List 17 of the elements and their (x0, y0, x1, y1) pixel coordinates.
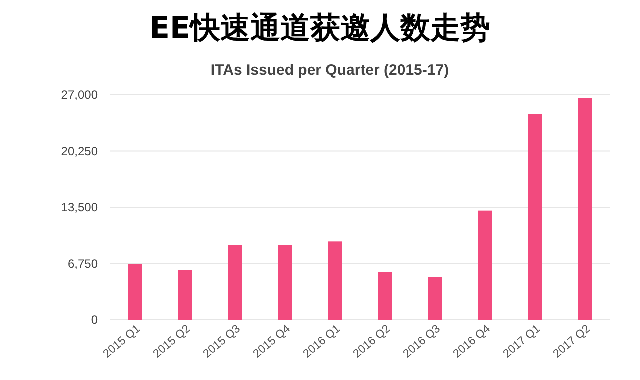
bar (328, 242, 342, 320)
chart-subtitle: ITAs Issued per Quarter (2015-17) (210, 62, 450, 79)
bar (178, 270, 192, 320)
y-tick-label: 13,500 (61, 200, 98, 215)
y-tick-label: 0 (91, 313, 98, 328)
bar (478, 210, 492, 320)
bar (128, 264, 142, 320)
bar (278, 245, 292, 320)
y-tick-label: 20,250 (61, 144, 98, 158)
y-tick-label: 27,000 (61, 88, 98, 102)
bar (428, 277, 442, 320)
bar (378, 272, 392, 320)
bar (528, 114, 542, 320)
chart-title: EE快速通道获邀人数走势 (150, 11, 490, 46)
y-tick-label: 6,750 (68, 256, 98, 271)
bar (578, 98, 592, 320)
bar (228, 245, 242, 320)
